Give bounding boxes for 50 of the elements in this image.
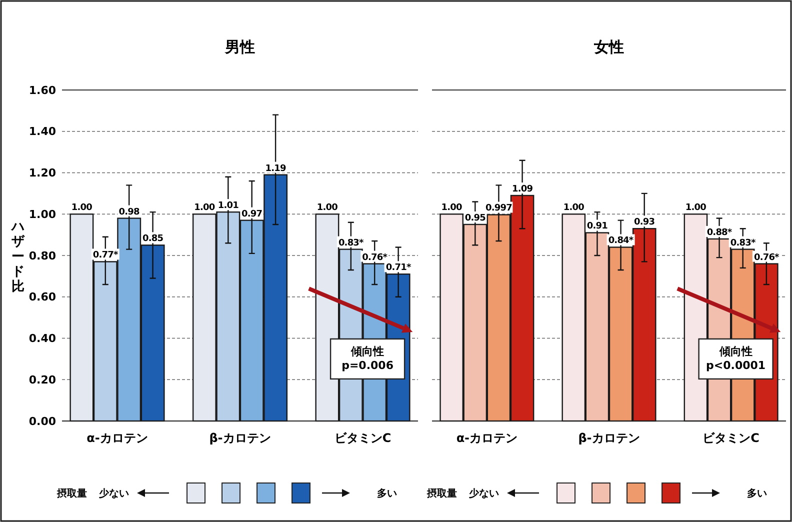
data-label: 1.00 [685, 203, 706, 214]
y-tick-label: 1.00 [28, 208, 56, 221]
chart-title: 女性 [593, 38, 624, 56]
data-label: 0.84* [608, 236, 634, 246]
y-tick-label: 0.20 [28, 373, 56, 386]
data-label: 0.88* [706, 228, 732, 238]
data-label: 0.83* [730, 238, 756, 248]
y-tick-label: 0.00 [28, 414, 56, 428]
data-label: 0.98 [118, 207, 140, 218]
data-label: 0.97 [242, 209, 262, 220]
x-tick-label: β-カロテン [209, 431, 271, 445]
text: 少ない [468, 488, 499, 500]
data-label: 1.00 [71, 203, 92, 214]
text: 多い [377, 488, 397, 500]
data-label: 0.77* [92, 250, 119, 261]
data-label: 1.00 [316, 203, 338, 214]
y-tick-label: 0.80 [28, 249, 56, 262]
legend-title: 摂取量 [56, 488, 87, 500]
data-label: 1.00 [563, 203, 584, 214]
y-tick-label: 0.40 [28, 332, 56, 346]
annotation: 傾向性 p<0.0001 [706, 344, 766, 372]
x-tick-label: β-カロテン [578, 431, 640, 445]
x-tick-label: ビタミンC [702, 431, 760, 445]
legend-title: 摂取量 [426, 488, 457, 500]
data-label: 0.71* [386, 263, 412, 274]
x-tick-label: α-カロテン [456, 431, 518, 445]
data-label: 1.19 [265, 164, 286, 174]
x-tick-label: ビタミンC [334, 431, 392, 445]
data-label: 0.91 [586, 222, 608, 232]
y-tick-label: 1.20 [28, 166, 56, 180]
y-axis-title: ハザード比 [10, 220, 26, 295]
y-tick-label: 1.60 [28, 84, 56, 97]
x-tick-label: α-カロテン [86, 431, 148, 445]
text: 少ない [98, 488, 129, 500]
data-label: 0.76* [362, 252, 388, 263]
data-label: 0.85 [142, 234, 164, 244]
annotation: 傾向性 p=0.006 [342, 344, 394, 372]
data-label: 0.93 [634, 218, 655, 228]
data-label: 1.01 [218, 201, 239, 212]
data-label: 1.09 [512, 184, 533, 195]
text: 多い [747, 488, 767, 500]
data-label: 0.83* [338, 238, 364, 248]
data-label: 0.95 [464, 213, 486, 224]
data-label: 1.00 [441, 203, 462, 214]
y-tick-label: 0.60 [28, 290, 56, 304]
data-label: 0.997 [485, 204, 512, 214]
y-tick-label: 1.40 [28, 125, 56, 138]
data-label: 1.00 [194, 203, 215, 214]
chart-title: 男性 [224, 38, 255, 56]
data-label: 0.76* [754, 252, 780, 263]
